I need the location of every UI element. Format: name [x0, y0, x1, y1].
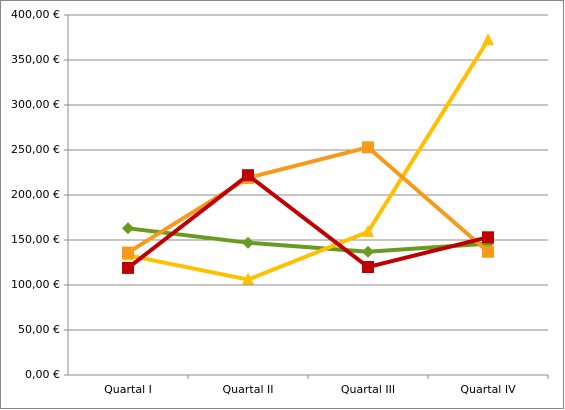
y-tick-label: 200,00 €	[11, 188, 60, 201]
marker	[362, 224, 374, 237]
x-tick-label: Quartal II	[223, 383, 274, 396]
marker	[482, 231, 494, 244]
series-line	[127, 39, 490, 282]
y-tick-label: 250,00 €	[11, 143, 60, 156]
marker	[362, 261, 374, 273]
marker	[242, 272, 254, 285]
y-tick-label: 50,00 €	[18, 323, 60, 336]
marker	[482, 245, 494, 258]
series-line	[127, 226, 489, 254]
x-tick-label: Quartal IV	[460, 383, 516, 396]
y-tick-label: 300,00 €	[11, 98, 60, 111]
marker	[122, 246, 134, 259]
x-tick-label: Quartal III	[341, 383, 395, 396]
y-tick-label: 100,00 €	[11, 278, 60, 291]
y-tick-label: 150,00 €	[11, 233, 60, 246]
marker	[122, 261, 134, 274]
y-tick-label: 350,00 €	[11, 53, 60, 66]
series-line	[126, 173, 489, 270]
y-tick-label: 0,00 €	[25, 368, 60, 381]
marker	[242, 236, 254, 249]
series-line	[126, 145, 490, 255]
marker	[362, 245, 374, 258]
y-tick-label: 400,00 €	[11, 8, 60, 21]
marker	[242, 169, 254, 182]
marker	[362, 141, 374, 154]
x-tick-label: Quartal I	[104, 383, 152, 396]
marker	[122, 222, 134, 235]
marker	[482, 33, 494, 46]
